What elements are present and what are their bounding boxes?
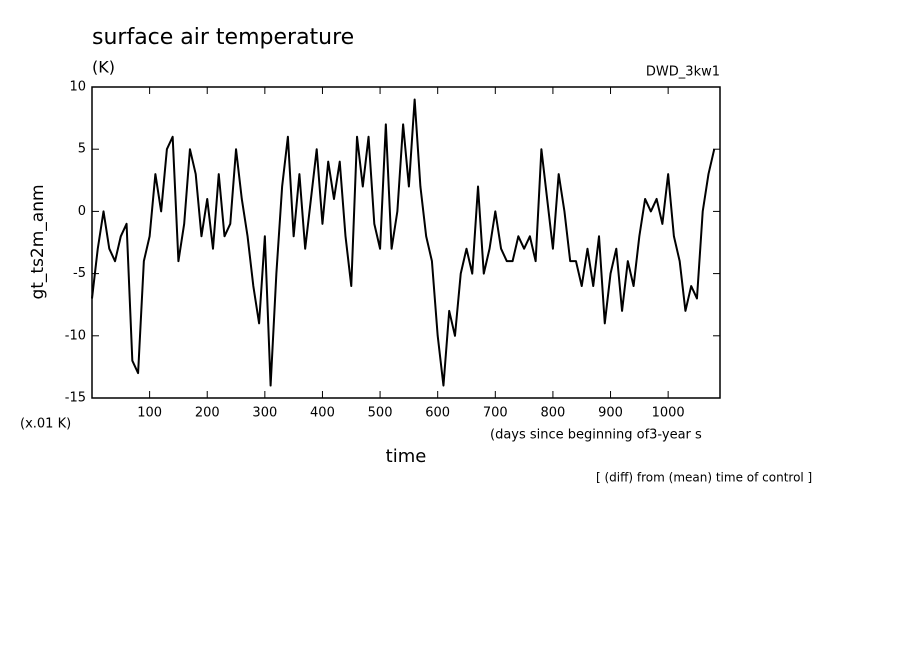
y-tick-label: -15 <box>65 391 86 406</box>
y-unit-label: (x.01 K) <box>20 417 71 432</box>
x-tick-label: 400 <box>310 406 335 421</box>
x-tick-label: 600 <box>425 406 450 421</box>
y-tick-label: 0 <box>78 204 86 219</box>
x-tick-label: 1000 <box>652 406 685 421</box>
y-tick-label: -5 <box>73 266 86 281</box>
run-label: DWD_3kw1 <box>646 65 720 80</box>
plot-frame <box>91 86 721 399</box>
x-tick-label: 900 <box>598 406 623 421</box>
x-tick-label: 700 <box>483 406 508 421</box>
y-tick-label: 5 <box>78 142 86 157</box>
y-tick-label: -10 <box>65 328 86 343</box>
y-tick-label: 10 <box>69 80 86 95</box>
data-line <box>91 98 716 387</box>
chart-subtitle: (K) <box>92 58 115 77</box>
chart-title: surface air temperature <box>92 25 354 50</box>
x-tick-label: 800 <box>541 406 566 421</box>
x-tick-label: 300 <box>252 406 277 421</box>
y-axis-label: gt_ts2m_anm <box>28 184 48 299</box>
x-tick-label: 500 <box>368 406 393 421</box>
x-tick-label: 200 <box>195 406 220 421</box>
footnote: [ (diff) from (mean) time of control ] <box>596 471 812 485</box>
x-unit-label: (days since beginning of3-year s <box>490 428 702 443</box>
x-tick-label: 100 <box>137 406 162 421</box>
x-axis-label: time <box>386 446 427 467</box>
